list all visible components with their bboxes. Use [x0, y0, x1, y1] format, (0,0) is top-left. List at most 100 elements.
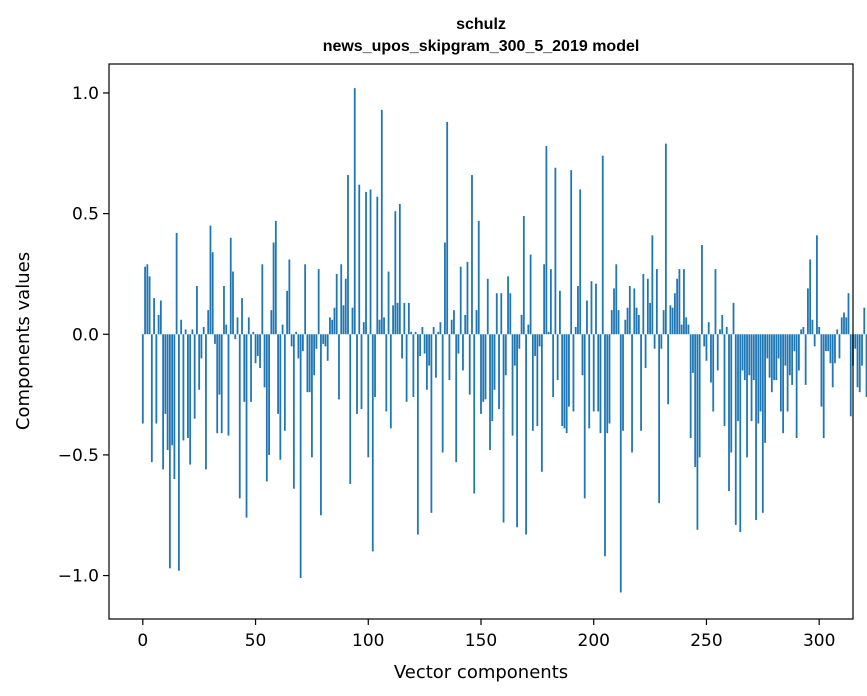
- bar: [525, 334, 527, 535]
- bar: [471, 175, 473, 335]
- bar: [836, 329, 839, 335]
- bar: [304, 264, 307, 335]
- bar: [626, 307, 629, 335]
- bar: [590, 281, 593, 335]
- bar: [770, 334, 773, 393]
- bar: [804, 334, 807, 385]
- bar: [423, 334, 426, 354]
- bar: [261, 264, 264, 335]
- bar: [619, 334, 622, 593]
- bar: [216, 334, 219, 434]
- bar: [462, 334, 464, 371]
- bar: [263, 334, 266, 388]
- bar: [829, 334, 832, 364]
- bar: [705, 334, 708, 361]
- bar: [570, 170, 573, 335]
- bar: [865, 334, 867, 397]
- bar: [563, 334, 566, 429]
- bar: [177, 334, 180, 571]
- bar: [439, 322, 442, 335]
- bar: [538, 334, 541, 347]
- bar: [633, 288, 636, 335]
- bar: [184, 329, 187, 335]
- bar: [446, 121, 449, 335]
- bar: [707, 322, 710, 335]
- bar: [572, 334, 575, 412]
- bar: [200, 334, 203, 359]
- bar: [536, 334, 539, 426]
- bar: [313, 334, 316, 376]
- bar: [324, 334, 327, 347]
- bar: [315, 334, 318, 349]
- bar: [755, 334, 757, 521]
- bar: [437, 331, 440, 335]
- bar: [486, 278, 489, 335]
- bar: [252, 331, 255, 335]
- bar: [601, 155, 604, 335]
- bar: [225, 324, 228, 335]
- bar: [617, 310, 620, 335]
- x-tick-label: 300: [803, 631, 835, 651]
- bar: [809, 259, 812, 335]
- bar: [477, 220, 480, 335]
- bar: [518, 334, 521, 349]
- bar: [556, 334, 559, 381]
- bar: [766, 334, 769, 359]
- bar: [396, 302, 399, 335]
- bar: [750, 334, 753, 422]
- y-axis-label: Components values: [13, 252, 34, 430]
- bar: [457, 334, 460, 354]
- bar: [825, 334, 827, 352]
- bar: [292, 334, 295, 489]
- bar: [326, 334, 329, 361]
- bar: [655, 269, 658, 335]
- bar: [335, 273, 338, 335]
- bar: [599, 334, 602, 434]
- bar: [671, 307, 674, 335]
- bar: [622, 334, 624, 431]
- bar: [191, 329, 194, 335]
- bar: [692, 334, 694, 373]
- x-tick-label: 100: [352, 631, 384, 651]
- bar: [256, 334, 259, 356]
- bar: [795, 334, 798, 439]
- bar: [274, 220, 277, 335]
- bar: [453, 310, 455, 335]
- bar: [351, 307, 354, 335]
- bar: [721, 314, 724, 335]
- bar: [637, 314, 640, 335]
- bar: [660, 334, 663, 349]
- bar: [466, 261, 469, 335]
- bar: [624, 319, 627, 335]
- bar: [719, 329, 721, 335]
- bar: [592, 334, 595, 412]
- bar: [696, 334, 699, 530]
- bar: [311, 334, 313, 458]
- bar: [365, 191, 367, 335]
- y-tick-label: 0.5: [72, 205, 99, 225]
- bar: [376, 196, 379, 335]
- bar: [198, 334, 201, 390]
- bar: [757, 334, 760, 424]
- bar: [164, 334, 167, 414]
- bar: [288, 259, 291, 335]
- bar: [238, 334, 241, 499]
- bar: [419, 334, 422, 356]
- bar: [189, 334, 192, 465]
- bar: [712, 334, 715, 412]
- x-tick-label: 0: [137, 631, 148, 651]
- bar: [435, 334, 437, 378]
- bar: [662, 310, 665, 335]
- bar: [782, 334, 785, 434]
- bar: [207, 310, 210, 335]
- bar: [227, 334, 230, 436]
- bar: [196, 286, 198, 335]
- bar: [344, 278, 347, 335]
- bar: [748, 334, 751, 376]
- bar: [320, 334, 322, 516]
- bar: [827, 334, 830, 352]
- bar: [369, 189, 372, 335]
- bar: [644, 334, 647, 369]
- bar: [308, 334, 311, 393]
- bar: [613, 288, 615, 335]
